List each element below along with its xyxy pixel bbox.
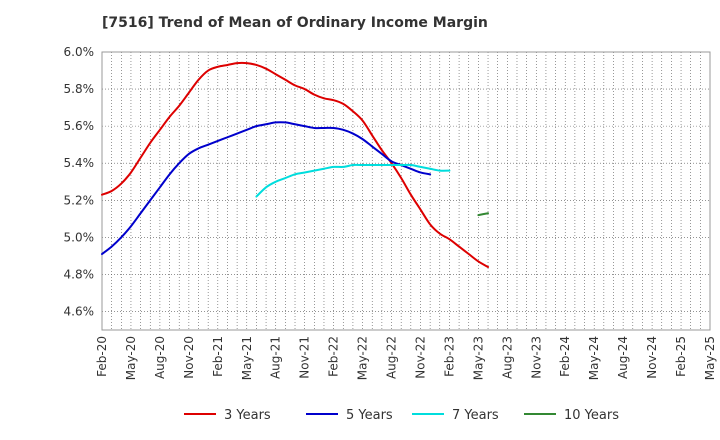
legend-label: 7 Years bbox=[452, 408, 499, 423]
x-tick-label: May-23 bbox=[471, 336, 485, 380]
y-tick-label: 5.2% bbox=[64, 193, 95, 207]
y-axis-ticks: 4.6% 4.8% 5.0% 5.2% 5.4% 5.6% 5.8% 6.0% bbox=[64, 45, 95, 318]
x-tick-label: Nov-23 bbox=[529, 336, 543, 379]
x-tick-label: Nov-20 bbox=[182, 336, 196, 379]
x-tick-label: May-20 bbox=[124, 336, 138, 380]
y-tick-label: 4.6% bbox=[64, 304, 95, 318]
x-tick-label: Feb-25 bbox=[674, 336, 688, 377]
x-tick-label: Aug-21 bbox=[269, 336, 283, 379]
x-tick-label: May-25 bbox=[703, 336, 717, 380]
y-tick-label: 5.8% bbox=[64, 82, 95, 96]
x-tick-label: Feb-20 bbox=[95, 336, 109, 377]
x-tick-label: Feb-23 bbox=[442, 336, 456, 377]
y-tick-label: 5.6% bbox=[64, 119, 95, 133]
legend: 3 Years 5 Years 7 Years 10 Years bbox=[184, 408, 619, 423]
x-tick-label: Nov-24 bbox=[645, 336, 659, 379]
y-tick-label: 6.0% bbox=[64, 45, 95, 59]
x-tick-label: Feb-22 bbox=[327, 336, 341, 377]
x-tick-label: Aug-24 bbox=[616, 336, 630, 379]
grid-lines bbox=[102, 52, 710, 330]
x-tick-label: Nov-21 bbox=[298, 336, 312, 379]
x-tick-label: May-24 bbox=[587, 336, 601, 380]
x-tick-label: Feb-21 bbox=[211, 336, 225, 377]
series-line-4 bbox=[477, 212, 490, 217]
legend-label: 3 Years bbox=[224, 408, 271, 423]
y-tick-label: 4.8% bbox=[64, 267, 95, 281]
x-tick-label: Aug-22 bbox=[385, 336, 399, 379]
series-line-3 bbox=[255, 163, 451, 198]
legend-label: 5 Years bbox=[346, 408, 393, 423]
plot-border bbox=[101, 51, 711, 331]
y-tick-label: 5.4% bbox=[64, 156, 95, 170]
x-tick-label: May-21 bbox=[240, 336, 254, 380]
x-tick-label: Nov-22 bbox=[413, 336, 427, 379]
chart-title: [7516] Trend of Mean of Ordinary Income … bbox=[102, 15, 488, 31]
series-line-2 bbox=[101, 121, 432, 256]
x-axis-ticks: Feb-20 May-20 Aug-20 Nov-20 Feb-21 May-21 Aug-… bbox=[95, 336, 717, 380]
x-tick-label: Feb-24 bbox=[558, 336, 572, 377]
series-line-1 bbox=[101, 61, 490, 268]
y-tick-label: 5.0% bbox=[64, 230, 95, 244]
series-lines bbox=[101, 61, 490, 268]
x-tick-label: Aug-23 bbox=[500, 336, 514, 379]
plot-area bbox=[102, 52, 710, 330]
x-tick-label: May-22 bbox=[356, 336, 370, 380]
x-tick-label: Aug-20 bbox=[153, 336, 167, 379]
legend-label: 10 Years bbox=[564, 408, 619, 423]
